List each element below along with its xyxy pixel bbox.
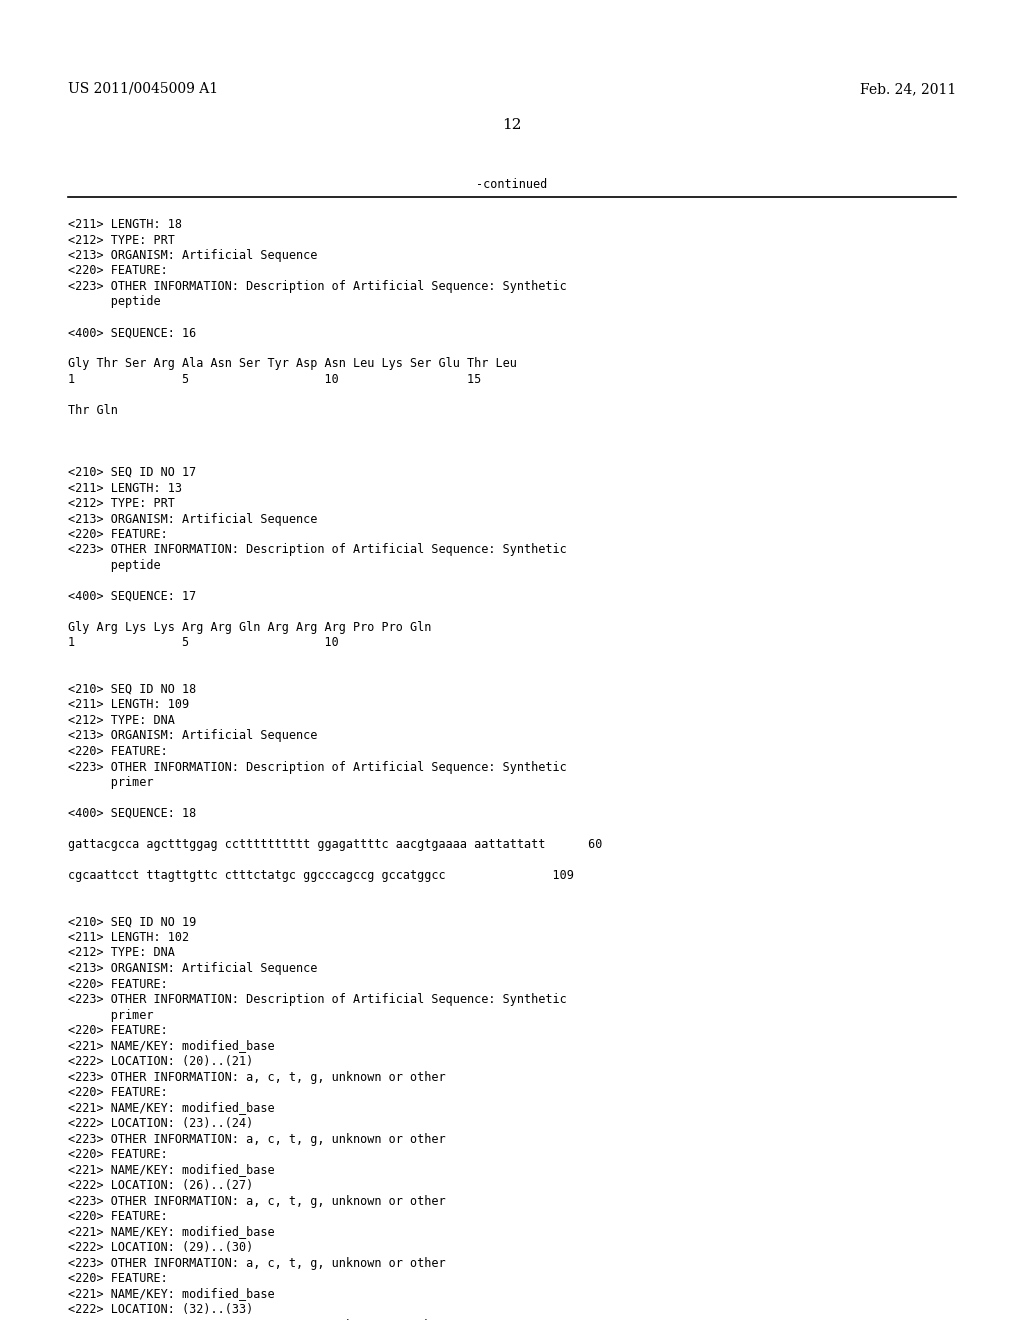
Text: <223> OTHER INFORMATION: Description of Artificial Sequence: Synthetic: <223> OTHER INFORMATION: Description of … (68, 760, 566, 774)
Text: Feb. 24, 2011: Feb. 24, 2011 (860, 82, 956, 96)
Text: <211> LENGTH: 102: <211> LENGTH: 102 (68, 931, 189, 944)
Text: <222> LOCATION: (26)..(27): <222> LOCATION: (26)..(27) (68, 1179, 253, 1192)
Text: <220> FEATURE:: <220> FEATURE: (68, 1024, 168, 1038)
Text: <220> FEATURE:: <220> FEATURE: (68, 1086, 168, 1100)
Text: primer: primer (68, 776, 154, 789)
Text: primer: primer (68, 1008, 154, 1022)
Text: <221> NAME/KEY: modified_base: <221> NAME/KEY: modified_base (68, 1163, 274, 1176)
Text: <400> SEQUENCE: 17: <400> SEQUENCE: 17 (68, 590, 197, 603)
Text: <213> ORGANISM: Artificial Sequence: <213> ORGANISM: Artificial Sequence (68, 512, 317, 525)
Text: <220> FEATURE:: <220> FEATURE: (68, 978, 168, 990)
Text: cgcaattcct ttagttgttc ctttctatgc ggcccagccg gccatggcc               109: cgcaattcct ttagttgttc ctttctatgc ggcccag… (68, 869, 573, 882)
Text: <223> OTHER INFORMATION: Description of Artificial Sequence: Synthetic: <223> OTHER INFORMATION: Description of … (68, 544, 566, 557)
Text: <223> OTHER INFORMATION: a, c, t, g, unknown or other: <223> OTHER INFORMATION: a, c, t, g, unk… (68, 1071, 445, 1084)
Text: <211> LENGTH: 18: <211> LENGTH: 18 (68, 218, 182, 231)
Text: <221> NAME/KEY: modified_base: <221> NAME/KEY: modified_base (68, 1287, 274, 1300)
Text: <220> FEATURE:: <220> FEATURE: (68, 528, 168, 541)
Text: <400> SEQUENCE: 18: <400> SEQUENCE: 18 (68, 807, 197, 820)
Text: -continued: -continued (476, 178, 548, 191)
Text: 1               5                   10: 1 5 10 (68, 636, 339, 649)
Text: Gly Arg Lys Lys Arg Arg Gln Arg Arg Arg Pro Pro Gln: Gly Arg Lys Lys Arg Arg Gln Arg Arg Arg … (68, 620, 431, 634)
Text: <223> OTHER INFORMATION: Description of Artificial Sequence: Synthetic: <223> OTHER INFORMATION: Description of … (68, 280, 566, 293)
Text: <211> LENGTH: 13: <211> LENGTH: 13 (68, 482, 182, 495)
Text: <220> FEATURE:: <220> FEATURE: (68, 1148, 168, 1162)
Text: <212> TYPE: PRT: <212> TYPE: PRT (68, 498, 175, 510)
Text: <212> TYPE: DNA: <212> TYPE: DNA (68, 714, 175, 727)
Text: <223> OTHER INFORMATION: Description of Artificial Sequence: Synthetic: <223> OTHER INFORMATION: Description of … (68, 993, 566, 1006)
Text: <223> OTHER INFORMATION: a, c, t, g, unknown or other: <223> OTHER INFORMATION: a, c, t, g, unk… (68, 1195, 445, 1208)
Text: Gly Thr Ser Arg Ala Asn Ser Tyr Asp Asn Leu Lys Ser Glu Thr Leu: Gly Thr Ser Arg Ala Asn Ser Tyr Asp Asn … (68, 358, 517, 371)
Text: <212> TYPE: DNA: <212> TYPE: DNA (68, 946, 175, 960)
Text: peptide: peptide (68, 296, 161, 309)
Text: <213> ORGANISM: Artificial Sequence: <213> ORGANISM: Artificial Sequence (68, 962, 317, 975)
Text: <212> TYPE: PRT: <212> TYPE: PRT (68, 234, 175, 247)
Text: <223> OTHER INFORMATION: a, c, t, g, unknown or other: <223> OTHER INFORMATION: a, c, t, g, unk… (68, 1133, 445, 1146)
Text: <220> FEATURE:: <220> FEATURE: (68, 1210, 168, 1224)
Text: <213> ORGANISM: Artificial Sequence: <213> ORGANISM: Artificial Sequence (68, 730, 317, 742)
Text: peptide: peptide (68, 558, 161, 572)
Text: <210> SEQ ID NO 17: <210> SEQ ID NO 17 (68, 466, 197, 479)
Text: <220> FEATURE:: <220> FEATURE: (68, 264, 168, 277)
Text: <221> NAME/KEY: modified_base: <221> NAME/KEY: modified_base (68, 1040, 274, 1052)
Text: <220> FEATURE:: <220> FEATURE: (68, 744, 168, 758)
Text: <221> NAME/KEY: modified_base: <221> NAME/KEY: modified_base (68, 1225, 274, 1238)
Text: <211> LENGTH: 109: <211> LENGTH: 109 (68, 698, 189, 711)
Text: US 2011/0045009 A1: US 2011/0045009 A1 (68, 82, 218, 96)
Text: <222> LOCATION: (23)..(24): <222> LOCATION: (23)..(24) (68, 1117, 253, 1130)
Text: <220> FEATURE:: <220> FEATURE: (68, 1272, 168, 1284)
Text: <221> NAME/KEY: modified_base: <221> NAME/KEY: modified_base (68, 1101, 274, 1114)
Text: 12: 12 (502, 117, 522, 132)
Text: <222> LOCATION: (32)..(33): <222> LOCATION: (32)..(33) (68, 1303, 253, 1316)
Text: <213> ORGANISM: Artificial Sequence: <213> ORGANISM: Artificial Sequence (68, 249, 317, 261)
Text: 1               5                   10                  15: 1 5 10 15 (68, 374, 481, 385)
Text: <222> LOCATION: (20)..(21): <222> LOCATION: (20)..(21) (68, 1055, 253, 1068)
Text: <400> SEQUENCE: 16: <400> SEQUENCE: 16 (68, 326, 197, 339)
Text: <223> OTHER INFORMATION: a, c, t, g, unknown or other: <223> OTHER INFORMATION: a, c, t, g, unk… (68, 1257, 445, 1270)
Text: Thr Gln: Thr Gln (68, 404, 118, 417)
Text: <210> SEQ ID NO 19: <210> SEQ ID NO 19 (68, 916, 197, 928)
Text: <223> OTHER INFORMATION: a, c, t, g, unknown or other: <223> OTHER INFORMATION: a, c, t, g, unk… (68, 1319, 445, 1320)
Text: gattacgcca agctttggag cctttttttttt ggagattttc aacgtgaaaa aattattatt      60: gattacgcca agctttggag cctttttttttt ggaga… (68, 838, 602, 851)
Text: <222> LOCATION: (29)..(30): <222> LOCATION: (29)..(30) (68, 1241, 253, 1254)
Text: <210> SEQ ID NO 18: <210> SEQ ID NO 18 (68, 682, 197, 696)
